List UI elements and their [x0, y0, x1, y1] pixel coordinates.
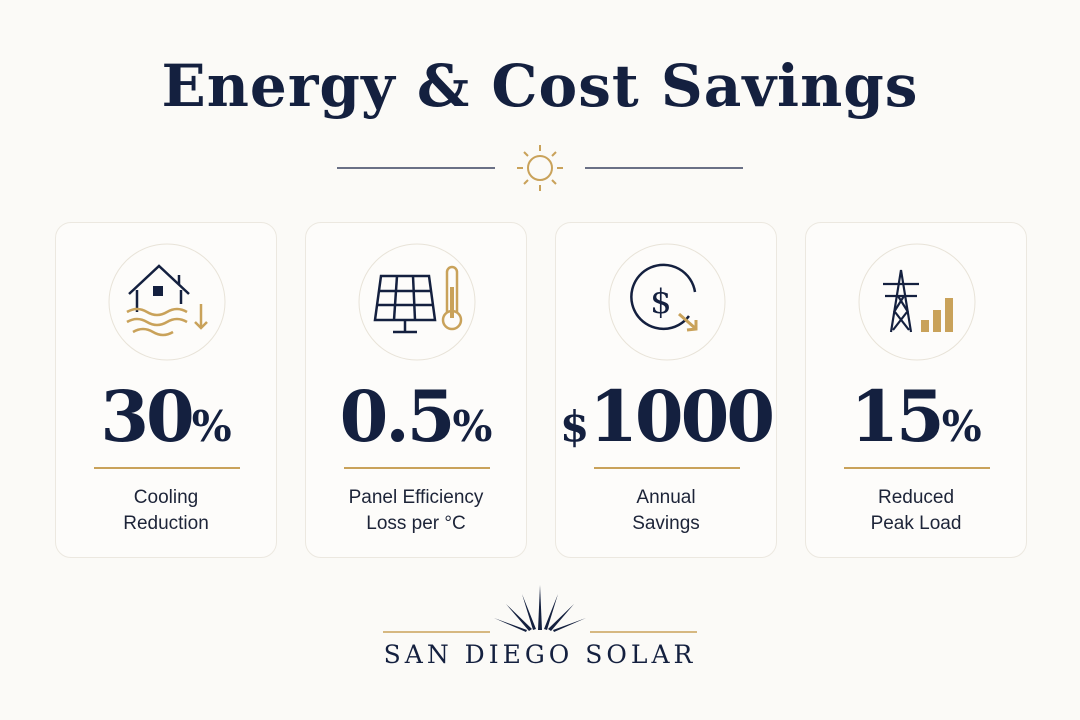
- label-line: Loss per °C: [366, 513, 466, 534]
- stat-card: 0.5% Panel Efficiency Loss per °C: [305, 222, 527, 558]
- value: 30: [100, 375, 194, 458]
- divider: [344, 467, 490, 469]
- value: 0.5: [339, 375, 456, 458]
- icon: [358, 243, 476, 361]
- label-line: Annual: [636, 487, 696, 508]
- unit: %: [452, 402, 493, 451]
- stat-value: 30%: [56, 375, 276, 458]
- stat-value: $1000: [556, 375, 776, 458]
- label-line: Cooling: [133, 487, 199, 508]
- icon: $: [608, 243, 726, 361]
- value: 15: [850, 375, 944, 458]
- stat-card: 30% Cooling Reduction: [55, 222, 277, 558]
- stat-label: Annual Savings: [556, 485, 776, 537]
- label-line: Reduced: [877, 487, 955, 508]
- icon: [858, 243, 976, 361]
- brand: SAN DIEGO SOLAR: [383, 640, 697, 669]
- value: 1000: [589, 375, 775, 458]
- icon: [108, 243, 226, 361]
- label-line: Reduction: [123, 513, 209, 534]
- unit: %: [941, 402, 982, 451]
- stat-label: Cooling Reduction: [56, 485, 276, 537]
- stat-value: 0.5%: [306, 375, 526, 458]
- label-line: Panel Efficiency: [348, 487, 484, 508]
- prefix: $: [559, 402, 590, 451]
- divider: [94, 467, 240, 469]
- stat-value: 15%: [806, 375, 1026, 458]
- label-line: Peak Load: [870, 513, 962, 534]
- stat-label: Reduced Peak Load: [806, 485, 1026, 537]
- svg-text:$: $: [650, 282, 672, 322]
- unit: %: [191, 402, 232, 451]
- divider: [594, 467, 740, 469]
- stat-card: $ $1000 Annual Savings: [555, 222, 777, 558]
- divider: [844, 467, 990, 469]
- label-line: Savings: [632, 513, 700, 534]
- stat-label: Panel Efficiency Loss per °C: [306, 485, 526, 537]
- title: Energy & Cost Savings: [161, 52, 919, 120]
- stat-card: 15% Reduced Peak Load: [805, 222, 1027, 558]
